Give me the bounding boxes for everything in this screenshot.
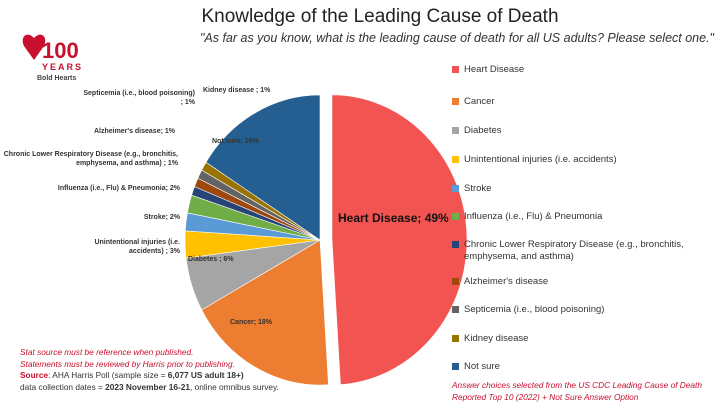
data-label-cancer: Cancer; 18% [230, 319, 273, 326]
legend-swatch [452, 185, 459, 192]
legend-label: Stroke [464, 183, 492, 194]
source-notes: Stat source must be reference when publi… [20, 347, 279, 393]
svg-text:100: 100 [42, 38, 79, 63]
collection-dates: 2023 November 16-21 [105, 381, 190, 392]
legend-label: Alzheimer's disease [464, 276, 549, 287]
legend-item-heart-disease: Heart Disease [452, 64, 704, 76]
data-label-kidney-disease: Kidney disease ; 1% [203, 87, 271, 94]
legend-label: Heart Disease [464, 64, 525, 75]
data-label-heart-disease: Heart Disease; 49% [338, 211, 449, 225]
legend-item-influenza-i-e-flu-pneumonia: Influenza (i.e., Flu) & Pneumonia [452, 211, 704, 223]
legend-label: Septicemia (i.e., blood poisoning) [464, 304, 605, 315]
note-line-1: Stat source must be reference when publi… [20, 347, 194, 357]
data-label-stroke: Stroke; 2% [143, 214, 180, 221]
data-label-not-sure: Not sure; 16% [212, 138, 259, 145]
data-label-diabetes: Diabetes ; 6% [188, 256, 234, 263]
legend-item-not-sure: Not sure [452, 361, 704, 373]
source-label: Source [20, 370, 49, 380]
source-text: : AHA Harris Poll (sample size = [48, 370, 168, 380]
legend-label: Chronic Lower Respiratory Disease (e.g.,… [464, 239, 684, 262]
svg-text:Bold Hearts: Bold Hearts [37, 75, 76, 82]
chart-title: Knowledge of the Leading Cause of Death [201, 6, 559, 27]
legend-swatch [452, 278, 459, 285]
data-label-septicemia-i-e-blood-poisoning: Septicemia (i.e., blood poisoning) ; 1% [83, 90, 195, 106]
pie-slice-cancer [201, 239, 329, 386]
aha-100-years-logo: 100 YEARS Bold Hearts [20, 24, 90, 84]
legend-swatch [452, 66, 459, 73]
legend-swatch [452, 213, 459, 220]
data-label-chronic-lower-respiratory-disease-e-g-bronchitis-emphysema-and-asthma: Chronic Lower Respiratory Disease (e.g.,… [3, 151, 178, 167]
legend-label: Diabetes [464, 125, 502, 136]
data-label-alzheimer-s-disease: Alzheimer's disease; 1% [93, 128, 175, 135]
legend-item-chronic-lower-respiratory-disease-e-g-bronchitis-emphysema-and-asthma: Chronic Lower Respiratory Disease (e.g.,… [452, 239, 704, 263]
sample-size: 6,077 US adult 18+) [167, 370, 244, 380]
legend-item-stroke: Stroke [452, 183, 704, 195]
legend-item-unintentional-injuries-i-e-accidents: Unintentional injuries (i.e. accidents) [452, 154, 704, 166]
legend-item-diabetes: Diabetes [452, 125, 704, 137]
legend-swatch [452, 335, 459, 342]
data-label-unintentional-injuries-i-e-accidents: Unintentional injuries (i.e. accidents) … [94, 239, 180, 255]
legend-swatch [452, 241, 459, 248]
legend-label: Kidney disease [464, 333, 529, 344]
pie-slice-heart-disease [331, 94, 468, 385]
legend-item-cancer: Cancer [452, 96, 704, 108]
note-line-2: Statements must be reviewed by Harris pr… [20, 358, 235, 369]
legend-label: Cancer [464, 96, 495, 107]
chart-subtitle: "As far as you know, what is the leading… [199, 31, 714, 45]
legend-swatch [452, 156, 459, 163]
legend-swatch [452, 306, 459, 313]
dates-suffix: , online omnibus survey. [189, 381, 279, 392]
legend-swatch [452, 98, 459, 105]
footnote: Answer choices selected from the US CDC … [452, 380, 702, 402]
legend-swatch [452, 127, 459, 134]
legend-label: Influenza (i.e., Flu) & Pneumonia [464, 211, 603, 222]
svg-text:YEARS: YEARS [42, 62, 83, 72]
legend-label: Unintentional injuries (i.e. accidents) [464, 154, 617, 165]
legend-item-alzheimer-s-disease: Alzheimer's disease [452, 276, 704, 288]
dates-prefix: data collection dates = [20, 381, 106, 392]
pie-slice-not-sure [205, 94, 321, 241]
legend-item-kidney-disease: Kidney disease [452, 333, 704, 345]
legend-swatch [452, 363, 459, 370]
legend-label: Not sure [464, 361, 500, 372]
data-label-influenza-i-e-flu-pneumonia: Influenza (i.e., Flu) & Pneumonia; 2% [57, 185, 180, 192]
legend-item-septicemia-i-e-blood-poisoning: Septicemia (i.e., blood poisoning) [452, 304, 704, 316]
